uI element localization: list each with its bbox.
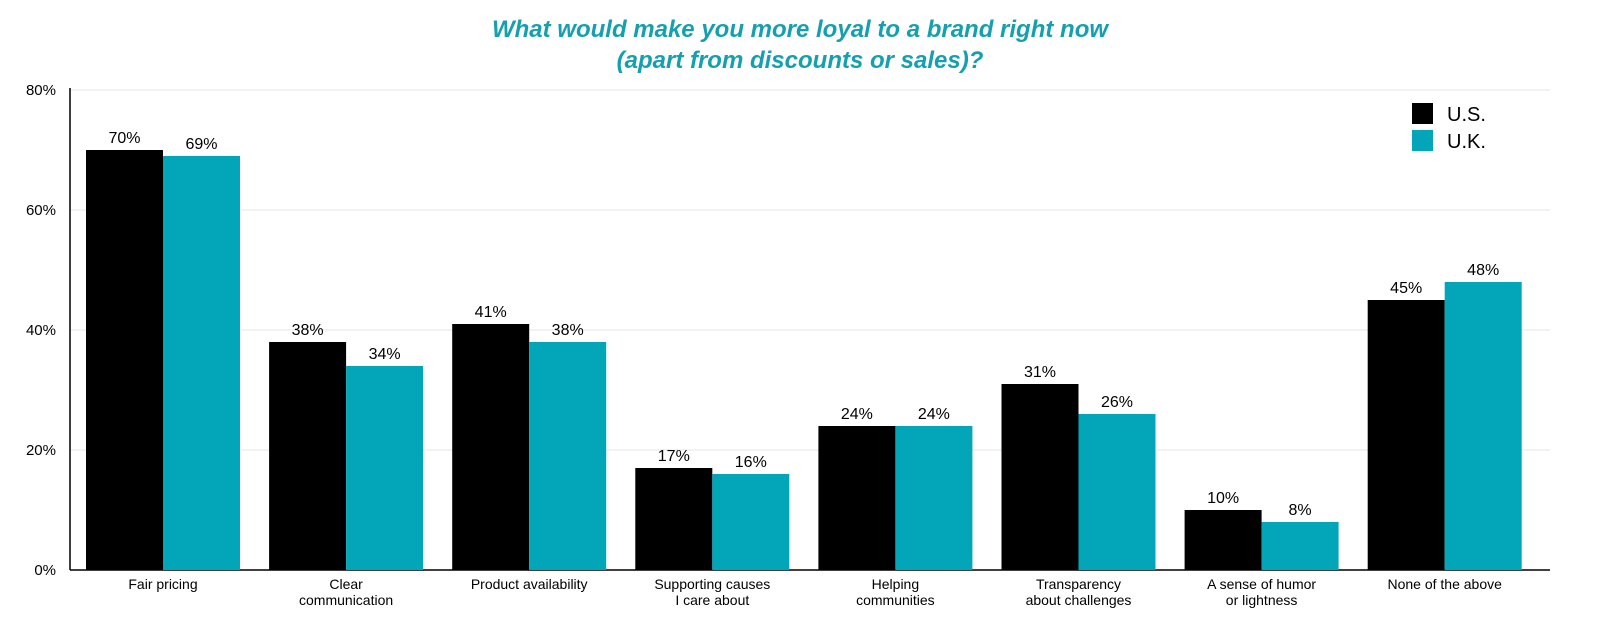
- data-label: 38%: [292, 322, 324, 339]
- x-category-label: communication: [299, 592, 393, 608]
- data-label: 31%: [1024, 364, 1056, 381]
- x-category-label: Fair pricing: [128, 576, 197, 592]
- bar-us: [86, 150, 163, 570]
- data-label: 41%: [475, 304, 507, 321]
- chart-title-line-2: (apart from discounts or sales)?: [616, 47, 984, 74]
- y-tick-label: 60%: [26, 202, 56, 219]
- legend-swatch-us: [1412, 103, 1433, 124]
- bar-uk: [712, 474, 790, 570]
- x-category-label: Clear: [329, 576, 363, 592]
- x-category-label: Product availability: [471, 576, 588, 592]
- bar-us: [1184, 510, 1262, 570]
- data-label: 17%: [658, 448, 690, 465]
- x-category-label: communities: [856, 592, 935, 608]
- data-label: 8%: [1289, 502, 1312, 519]
- bar-uk: [529, 342, 607, 570]
- x-category-label: None of the above: [1387, 576, 1502, 592]
- x-category-label: about challenges: [1026, 592, 1132, 608]
- x-category-label: A sense of humor: [1207, 576, 1316, 592]
- bar-us: [269, 342, 347, 570]
- data-label: 45%: [1390, 280, 1422, 297]
- y-tick-label: 0%: [34, 562, 56, 579]
- x-category-label: I care about: [675, 592, 749, 608]
- bar-uk: [1444, 282, 1522, 570]
- bar-uk: [1261, 522, 1339, 570]
- bar-uk: [163, 156, 240, 570]
- data-label: 10%: [1207, 490, 1239, 507]
- chart-title-line-1: What would make you more loyal to a bran…: [491, 16, 1109, 43]
- x-category-label: or lightness: [1226, 592, 1298, 608]
- legend-swatch-uk: [1412, 130, 1433, 151]
- data-label: 24%: [841, 406, 873, 423]
- bar-us: [818, 426, 896, 570]
- chart-title: What would make you more loyal to a bran…: [0, 14, 1600, 76]
- y-tick-label: 40%: [26, 322, 56, 339]
- y-tick-label: 20%: [26, 442, 56, 459]
- data-label: 24%: [918, 406, 950, 423]
- data-label: 16%: [735, 454, 767, 471]
- bar-us: [1367, 300, 1445, 570]
- x-category-label: Supporting causes: [654, 576, 770, 592]
- data-label: 34%: [369, 346, 401, 363]
- x-category-label: Transparency: [1036, 576, 1121, 592]
- legend-label-uk: U.K.: [1447, 131, 1486, 153]
- data-label: 38%: [552, 322, 584, 339]
- y-tick-label: 80%: [26, 82, 56, 99]
- bar-uk: [1078, 414, 1156, 570]
- bar-uk: [346, 366, 424, 570]
- data-label: 69%: [185, 136, 217, 153]
- bar-us: [452, 324, 530, 570]
- legend-label-us: U.S.: [1447, 104, 1486, 126]
- x-category-label: Helping: [872, 576, 919, 592]
- data-label: 70%: [108, 130, 140, 147]
- bar-us: [635, 468, 713, 570]
- bar-uk: [895, 426, 973, 570]
- bar-us: [1001, 384, 1079, 570]
- data-label: 48%: [1467, 262, 1499, 279]
- data-label: 26%: [1101, 394, 1133, 411]
